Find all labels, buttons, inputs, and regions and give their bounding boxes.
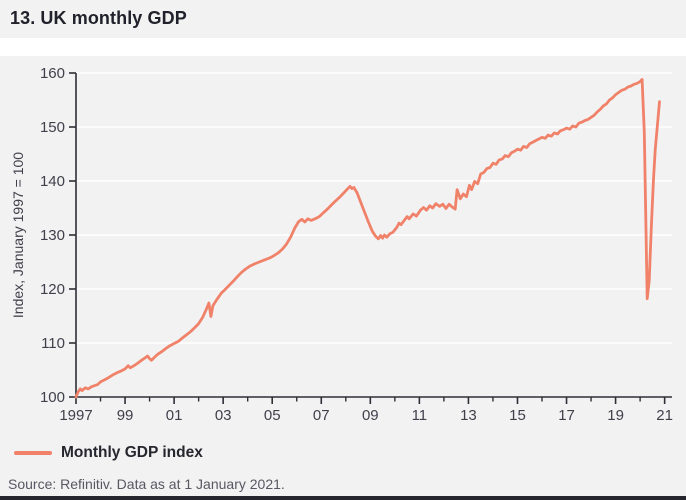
gdp-line-chart: 100 110 120 130 140 150 160 1997 99 01 03 05 07 09 11 1… [10,65,673,424]
x-tick-label: 13 [460,407,477,424]
header-divider-gap [0,38,686,56]
x-tick-label: 05 [264,407,281,424]
x-tick-label: 17 [558,407,575,424]
legend-line-swatch [14,451,52,455]
y-tick-label: 150 [40,119,65,136]
x-tick-label: 03 [215,407,232,424]
x-tick-label: 15 [509,407,526,424]
x-tick-label: 21 [656,407,673,424]
y-tick-label: 100 [40,389,65,406]
y-tick-label: 110 [41,335,65,352]
chart-header: 13. UK monthly GDP [0,0,686,38]
chart-legend: Monthly GDP index [14,444,203,462]
source-note: Source: Refinitiv. Data as at 1 January … [8,476,285,492]
chart-title: 13. UK monthly GDP [10,8,187,28]
gdp-line [74,78,661,399]
x-tick-label: 19 [607,407,624,424]
y-tick-label: 160 [40,65,65,82]
x-tick-label: 01 [166,407,183,424]
chart-panel: 100 110 120 130 140 150 160 1997 99 01 03 05 07 09 11 1… [0,56,686,496]
x-tick-label: 99 [117,407,134,424]
y-tick-label: 140 [40,173,65,190]
x-tick-label: 11 [412,407,428,424]
y-tick-label: 130 [40,227,65,244]
y-axis-title: Index, January 1997 = 100 [10,152,26,318]
x-tick-label: 07 [313,407,330,424]
x-tick-label: 1997 [59,407,92,424]
x-tick-label: 09 [362,407,379,424]
bottom-divider-bar [0,496,686,500]
y-tick-label: 120 [40,281,65,298]
legend-label: Monthly GDP index [61,444,203,461]
